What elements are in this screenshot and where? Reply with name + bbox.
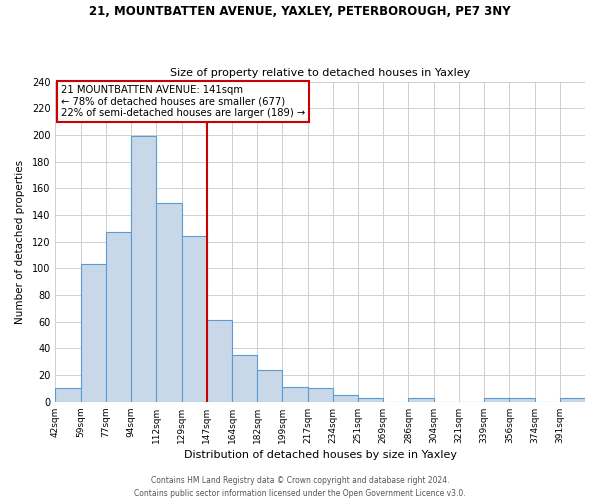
Bar [257,370,283,402]
Bar [358,398,383,402]
Bar [283,387,308,402]
Text: Contains HM Land Registry data © Crown copyright and database right 2024.
Contai: Contains HM Land Registry data © Crown c… [134,476,466,498]
Bar [509,398,535,402]
Text: 21 MOUNTBATTEN AVENUE: 141sqm
← 78% of detached houses are smaller (677)
22% of : 21 MOUNTBATTEN AVENUE: 141sqm ← 78% of d… [61,85,305,118]
Bar [182,236,207,402]
Bar [131,136,157,402]
Bar [207,320,232,402]
Bar [55,388,80,402]
Text: 21, MOUNTBATTEN AVENUE, YAXLEY, PETERBOROUGH, PE7 3NY: 21, MOUNTBATTEN AVENUE, YAXLEY, PETERBOR… [89,5,511,18]
Bar [106,232,131,402]
Bar [333,395,358,402]
Bar [560,398,585,402]
Bar [409,398,434,402]
Bar [232,355,257,402]
Bar [80,264,106,402]
Bar [484,398,509,402]
X-axis label: Distribution of detached houses by size in Yaxley: Distribution of detached houses by size … [184,450,457,460]
Bar [308,388,333,402]
Title: Size of property relative to detached houses in Yaxley: Size of property relative to detached ho… [170,68,470,78]
Bar [157,203,182,402]
Y-axis label: Number of detached properties: Number of detached properties [15,160,25,324]
